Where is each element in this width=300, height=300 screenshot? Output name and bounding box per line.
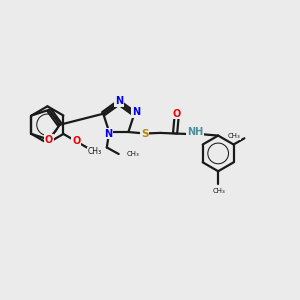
Text: CH₃: CH₃ — [127, 151, 140, 157]
Text: CH₃: CH₃ — [87, 147, 101, 156]
Text: O: O — [172, 109, 181, 118]
Text: CH₃: CH₃ — [213, 188, 225, 194]
Text: O: O — [72, 136, 80, 146]
Text: N: N — [132, 107, 140, 117]
Text: S: S — [141, 128, 148, 139]
Text: O: O — [45, 135, 53, 145]
Text: N: N — [115, 96, 123, 106]
Text: N: N — [103, 128, 112, 139]
Text: CH₃: CH₃ — [228, 134, 241, 140]
Text: NH: NH — [187, 127, 203, 137]
